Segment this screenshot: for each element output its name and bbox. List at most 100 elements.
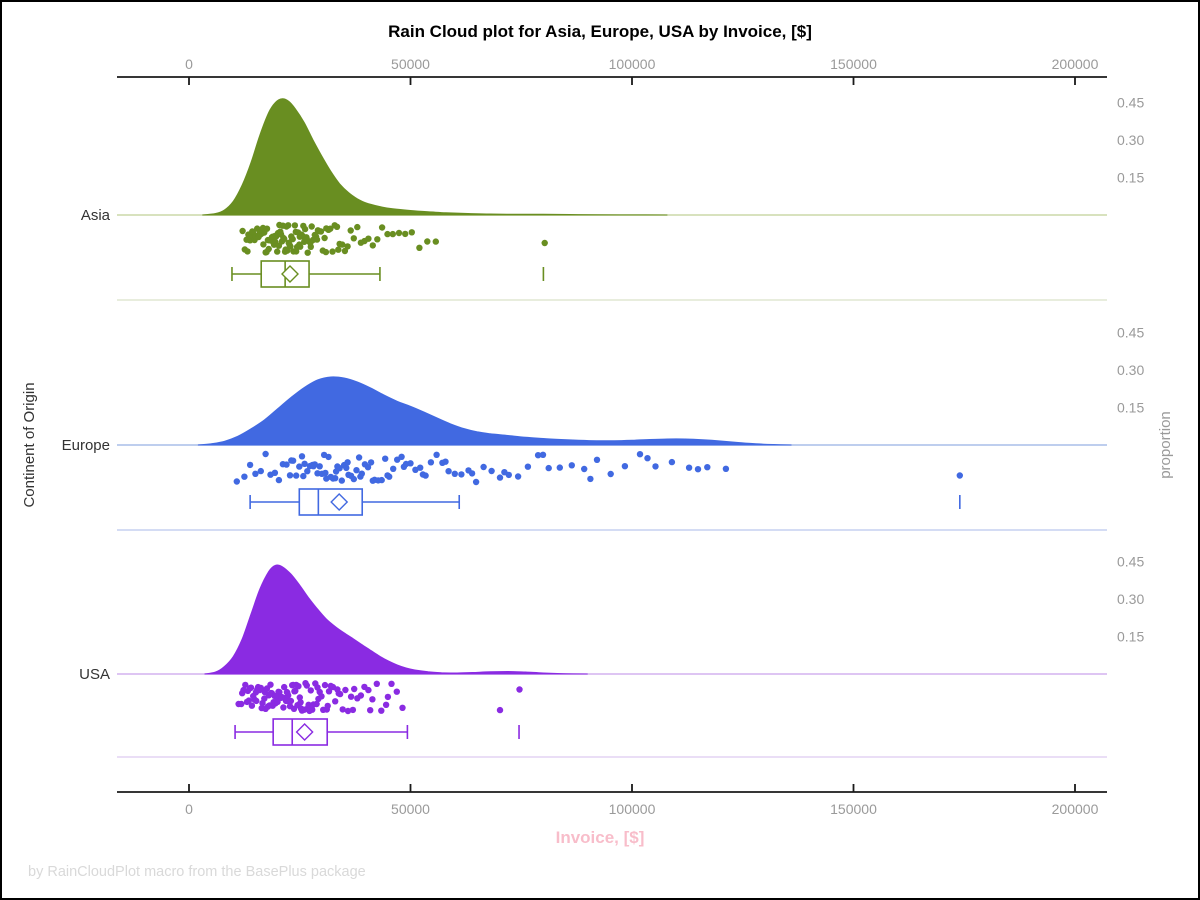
proportion-tick-label: 0.15	[1117, 629, 1144, 645]
scatter-point-asia	[296, 233, 303, 240]
scatter-point-europe	[539, 451, 547, 458]
scatter-point-europe	[407, 460, 414, 467]
scatter-point-europe	[301, 460, 308, 467]
scatter-point-europe	[332, 468, 340, 475]
scatter-point-asia	[365, 235, 372, 242]
scatter-point-asia	[263, 225, 271, 232]
scatter-point-asia	[282, 246, 289, 253]
scatter-point-europe	[472, 478, 480, 486]
box-europe	[298, 488, 364, 516]
scatter-point-usa	[291, 688, 298, 695]
scatter-point-asia	[291, 222, 299, 229]
scatter-point-usa	[307, 687, 314, 694]
scatter-point-usa	[369, 696, 376, 703]
scatter-point-europe	[316, 463, 323, 470]
scatter-point-asia	[300, 222, 307, 230]
scatter-point-asia	[378, 224, 386, 231]
scatter-point-europe	[357, 473, 364, 480]
scatter-point-europe	[252, 470, 259, 477]
category-label-europe: Europe	[62, 437, 110, 454]
bottom-axis-tick-label: 150000	[830, 801, 877, 817]
density-area-asia	[202, 98, 668, 216]
scatter-point-usa	[247, 684, 255, 691]
scatter-point-usa	[284, 689, 291, 696]
scatter-point-europe	[524, 463, 532, 470]
scatter-point-asia	[317, 228, 325, 235]
scatter-point-usa	[325, 688, 333, 695]
scatter-point-usa	[248, 702, 256, 709]
scatter-point-asia	[285, 222, 292, 229]
proportion-tick-label: 0.30	[1117, 132, 1144, 148]
scatter-point-usa	[287, 697, 295, 705]
scatter-point-europe	[364, 464, 372, 471]
scatter-point-europe	[382, 455, 389, 462]
scatter-point-europe	[501, 469, 508, 476]
scatter-point-asia	[344, 243, 351, 250]
scatter-point-europe	[353, 467, 360, 474]
scatter-point-usa	[245, 697, 252, 704]
top-axis-tick-label: 0	[185, 56, 193, 72]
scatter-point-usa	[344, 707, 352, 715]
scatter-point-usa	[339, 706, 346, 713]
scatter-point-asia	[304, 249, 311, 256]
scatter-point-asia	[308, 223, 315, 230]
top-axis-tick-label: 150000	[830, 56, 877, 72]
scatter-point-asia	[335, 246, 342, 253]
scatter-point-europe	[468, 470, 476, 477]
top-axis-tick-label: 100000	[609, 56, 656, 72]
scatter-point-asia	[350, 235, 357, 242]
scatter-point-europe	[378, 476, 385, 484]
scatter-point-usa	[305, 701, 312, 708]
scatter-point-usa	[261, 695, 268, 702]
scatter-point-usa	[516, 686, 523, 693]
density-area-europe	[197, 376, 792, 446]
scatter-point-europe	[445, 468, 452, 475]
scatter-point-europe	[304, 468, 311, 475]
scatter-point-usa	[242, 681, 249, 689]
mean-diamond-asia	[281, 265, 299, 283]
x-axis-title: Invoice, [$]	[555, 828, 645, 847]
scatter-point-europe	[488, 467, 495, 475]
scatter-point-europe	[417, 464, 424, 471]
scatter-point-europe	[621, 463, 629, 470]
scatter-point-usa	[347, 693, 355, 700]
scatter-point-europe	[275, 476, 283, 484]
scatter-point-usa	[278, 693, 285, 701]
scatter-point-asia	[327, 225, 334, 232]
scatter-point-europe	[480, 463, 487, 471]
scatter-point-usa	[342, 686, 349, 694]
scatter-point-usa	[388, 680, 395, 687]
top-axis-tick-label: 50000	[391, 56, 430, 72]
scatter-point-usa	[335, 690, 342, 697]
scatter-point-asia	[293, 248, 300, 255]
scatter-point-europe	[300, 472, 307, 480]
scatter-point-europe	[367, 459, 375, 466]
scatter-point-asia	[541, 239, 548, 247]
scatter-point-europe	[442, 458, 449, 465]
scatter-point-asia	[244, 248, 251, 255]
scatter-point-europe	[271, 469, 279, 476]
y-axis-left-title: Continent of Origin	[21, 382, 38, 507]
scatter-point-asia	[269, 233, 276, 240]
scatter-point-asia	[402, 230, 409, 238]
mean-diamond-usa	[295, 723, 314, 741]
scatter-point-europe	[556, 464, 563, 471]
scatter-point-europe	[293, 472, 300, 479]
scatter-point-asia	[260, 241, 267, 248]
proportion-tick-label: 0.30	[1117, 591, 1144, 607]
scatter-point-usa	[351, 685, 358, 693]
scatter-point-asia	[275, 242, 283, 249]
category-label-usa: USA	[79, 666, 110, 683]
scatter-point-asia	[307, 243, 314, 250]
scatter-point-europe	[458, 471, 465, 478]
scatter-point-europe	[668, 458, 676, 466]
scatter-point-asia	[303, 235, 310, 243]
scatter-point-europe	[286, 472, 294, 479]
scatter-point-asia	[432, 238, 439, 245]
scatter-point-usa	[297, 699, 304, 706]
scatter-point-usa	[318, 693, 325, 700]
scatter-point-asia	[408, 229, 415, 236]
scatter-point-asia	[369, 242, 376, 249]
scatter-point-usa	[332, 698, 339, 705]
scatter-point-europe	[400, 463, 408, 470]
